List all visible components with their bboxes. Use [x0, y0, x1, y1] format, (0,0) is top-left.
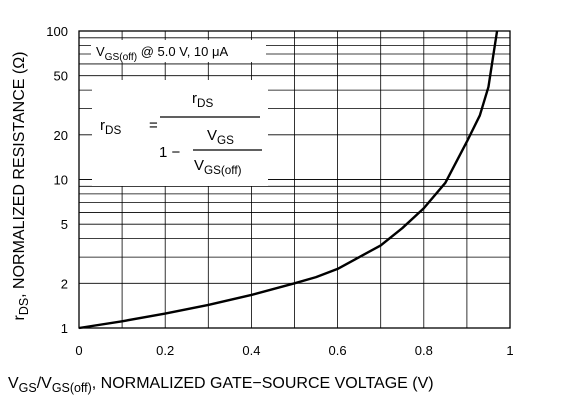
x-tick-label: 0.2: [156, 343, 174, 358]
annotations: VGS(off) @ 5.0 V, 10 μA rDS = rDS 1 − VGS VGS(…: [91, 40, 268, 186]
grid-lines: [79, 31, 510, 328]
x-tick-label: 0.6: [329, 343, 347, 358]
y-tick-label: 1: [61, 321, 68, 336]
x-tick-labels: 0 0.2 0.4 0.6 0.8 1: [75, 343, 513, 358]
y-axis-label: rDS, NORMALIZED RESISTANCE (Ω): [11, 51, 31, 320]
x-axis-label: VGS/VGS(off), NORMALIZED GATE−SOURCE VOL…: [8, 375, 434, 395]
formula-box-bg: [92, 80, 268, 186]
x-tick-label: 1: [506, 343, 513, 358]
series-line: [78, 30, 499, 330]
x-tick-label: 0: [75, 343, 82, 358]
y-tick-label: 10: [54, 173, 68, 188]
y-tick-label: 20: [54, 128, 68, 143]
formula-lhs: rDS: [100, 117, 121, 137]
condition-label: VGS(off) @ 5.0 V, 10 μA: [96, 44, 228, 63]
x-tick-label: 0.8: [415, 343, 433, 358]
formula-inner-numerator: VGS: [207, 127, 234, 147]
formula-numerator: rDS: [192, 90, 213, 110]
x-tick-label: 0.4: [242, 343, 260, 358]
y-tick-labels: 1 2 5 10 20 50 100: [46, 24, 68, 336]
y-tick-label: 100: [46, 24, 68, 39]
axis-labels: VGS/VGS(off), NORMALIZED GATE−SOURCE VOL…: [8, 51, 434, 395]
formula-equals: =: [149, 117, 158, 134]
formula-inner-denominator: VGS(off): [194, 157, 242, 177]
plot-frame: [78, 30, 511, 329]
series-layer: [78, 30, 499, 330]
y-tick-label: 50: [54, 69, 68, 84]
y-tick-label: 2: [61, 276, 68, 291]
condition-label-bg: [91, 40, 266, 62]
y-tick-label: 5: [61, 217, 68, 232]
formula-one-minus: 1 −: [159, 144, 181, 161]
